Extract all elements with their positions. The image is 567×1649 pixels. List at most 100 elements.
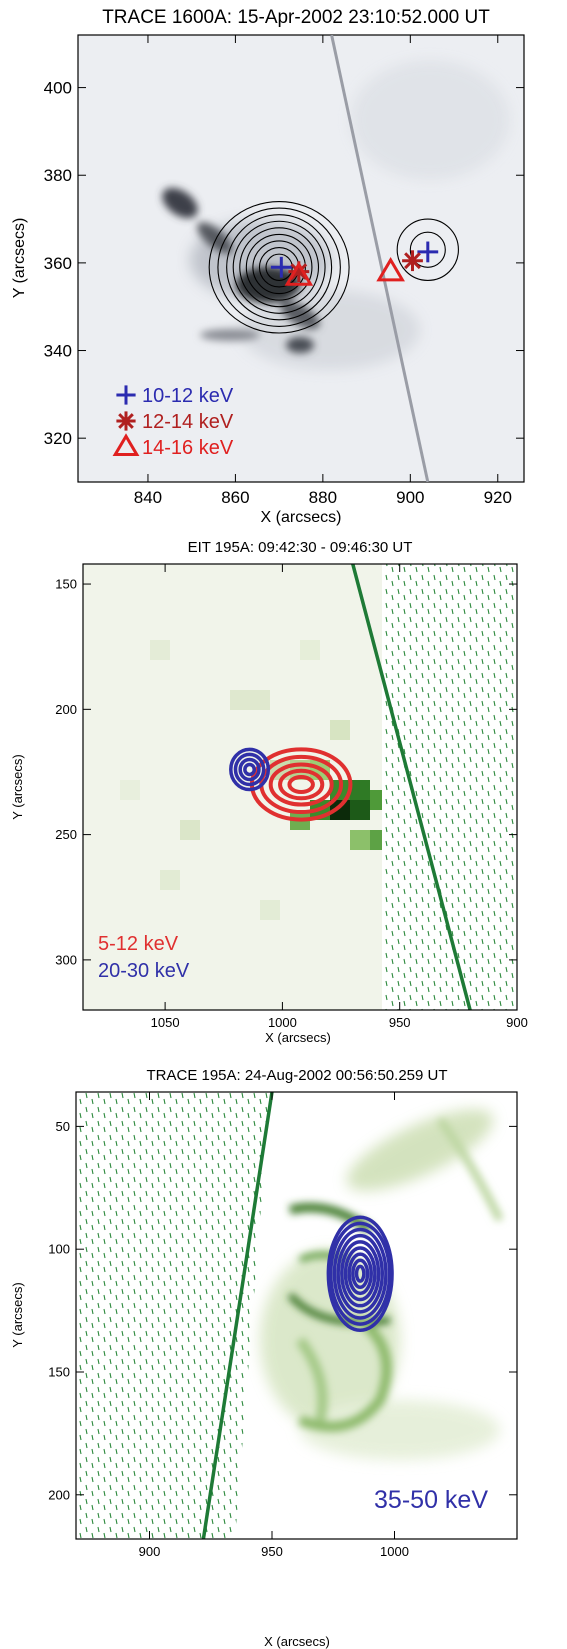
panel-trace-195: TRACE 195A: 24-Aug-2002 00:56:50.259 UT … [10, 1067, 518, 1649]
x-tick-label: 950 [389, 1015, 411, 1030]
blue-contour [326, 1215, 394, 1332]
blue-contour [347, 1252, 373, 1296]
triangle-shape [284, 261, 314, 286]
panel3-image [76, 1092, 517, 1539]
x-tick-label: 900 [139, 1544, 161, 1559]
xray-contour [265, 253, 293, 281]
eit-pixel [180, 820, 200, 840]
marker-triangle [376, 256, 405, 282]
panel1-image [78, 35, 524, 482]
x-tick-label: 1000 [268, 1015, 297, 1030]
eit-pixel [350, 800, 370, 820]
xray-contour [245, 233, 313, 301]
xray-contour [239, 227, 320, 308]
eit-pixel [330, 720, 350, 740]
triangle-shape [112, 433, 140, 457]
blue-contour [243, 762, 257, 777]
panel-trace-1600: TRACE 1600A: 15-Apr-2002 23:10:52.000 UT… [11, 7, 525, 526]
x-tick-label: 840 [134, 488, 162, 507]
y-tick-label: 340 [44, 341, 72, 360]
y-tick-label: 150 [55, 577, 77, 592]
x-tick-label: 900 [396, 488, 424, 507]
panel1-legend: 10-12 keV 12-14 keV 14-16 keV [112, 385, 234, 459]
legend-20-30-kev: 20-30 keV [98, 960, 190, 982]
legend-10-12-kev: 10-12 keV [142, 385, 234, 407]
eit-pixel [330, 800, 350, 820]
asterisk-stroke [290, 263, 308, 281]
red-contour [268, 762, 334, 807]
blue-contour [336, 1233, 385, 1314]
panel1-frame [77, 34, 525, 483]
legend-symbol-asterisk [116, 411, 136, 431]
asterisk-stroke [404, 252, 421, 270]
blue-contour [332, 1227, 388, 1320]
panel3-frame [75, 1091, 518, 1540]
y-tick-label: 150 [48, 1365, 70, 1380]
legend-35-50-kev: 35-50 keV [374, 1486, 488, 1514]
blue-contour [354, 1264, 366, 1283]
xray-contour [226, 214, 333, 321]
y-tick-label: 300 [55, 952, 77, 967]
y-tick-label: 100 [48, 1242, 70, 1257]
marker-triangle [284, 261, 314, 286]
legend-symbol-plus [116, 385, 136, 405]
y-tick-label: 250 [55, 827, 77, 842]
xray-contour [208, 200, 350, 334]
blue-contour [343, 1246, 377, 1302]
solar-limb-line [330, 35, 430, 482]
panel2-title: EIT 195A: 09:42:30 - 09:46:30 UT [188, 539, 413, 556]
panel3-title: TRACE 195A: 24-Aug-2002 00:56:50.259 UT [146, 1067, 447, 1084]
blue-contour [340, 1240, 381, 1308]
eit-pixel [350, 780, 370, 800]
eit-pixel [150, 640, 170, 660]
y-tick-label: 400 [44, 79, 72, 98]
panel2-image [83, 564, 517, 1010]
marker-plus [270, 256, 292, 278]
triangle-shape [376, 256, 405, 282]
panel1-ylabel: Y (arcsecs) [11, 218, 28, 299]
eit-pixel [250, 690, 270, 710]
eit-pixel [260, 900, 280, 920]
red-contour [278, 768, 325, 801]
asterisk-stroke [118, 413, 134, 429]
x-tick-label: 1050 [151, 1015, 180, 1030]
y-tick-label: 50 [56, 1119, 70, 1134]
x-tick-label: 860 [221, 488, 249, 507]
x-tick-label: 1000 [380, 1544, 409, 1559]
solar-limb-line [201, 1092, 274, 1539]
x-tick-label: 880 [309, 488, 337, 507]
y-tick-label: 360 [44, 254, 72, 273]
x-tick-label: 900 [506, 1015, 528, 1030]
marker-asterisk [402, 250, 423, 272]
panel3-xlabel: X (arcsecs) [264, 1634, 330, 1649]
marker-plus [417, 241, 439, 263]
blue-contour [238, 757, 261, 782]
blue-contour [329, 1221, 392, 1326]
panel1-title: TRACE 1600A: 15-Apr-2002 23:10:52.000 UT [102, 7, 490, 28]
eit-pixel [230, 690, 250, 710]
x-tick-label: 920 [484, 488, 512, 507]
eit-pixel [350, 830, 370, 850]
blue-contour [351, 1258, 370, 1290]
legend-12-14-kev: 12-14 keV [142, 411, 234, 433]
solar-limb-line [351, 564, 472, 1010]
legend-symbol-triangle [112, 433, 140, 457]
legend-14-16-kev: 14-16 keV [142, 437, 234, 459]
y-tick-label: 380 [44, 166, 72, 185]
panel1-xlabel: X (arcsecs) [261, 509, 342, 526]
xray-contour [409, 231, 446, 268]
eit-pixel [300, 640, 320, 660]
y-tick-label: 200 [48, 1487, 70, 1502]
eit-pixel [120, 780, 140, 800]
y-tick-label: 320 [44, 429, 72, 448]
xray-contour [232, 220, 326, 314]
panel2-frame [82, 563, 518, 1011]
panel2-ylabel: Y (arcsecs) [10, 754, 25, 820]
panel3-ylabel: Y (arcsecs) [10, 1282, 25, 1348]
panel-eit-195: EIT 195A: 09:42:30 - 09:46:30 UT 1050 100… [10, 539, 528, 1045]
eit-pixel [160, 870, 180, 890]
xray-contour [396, 218, 459, 281]
blue-contour [233, 752, 266, 787]
panel2-xlabel: X (arcsecs) [265, 1030, 331, 1045]
